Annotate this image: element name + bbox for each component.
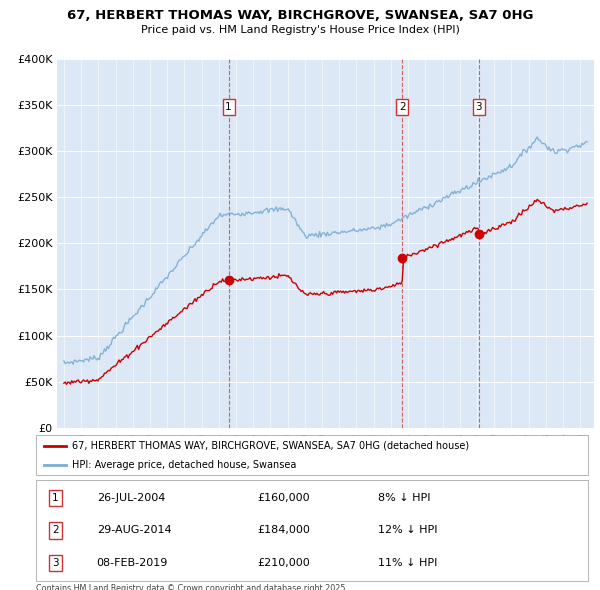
Text: £184,000: £184,000 (257, 526, 310, 535)
Text: 12% ↓ HPI: 12% ↓ HPI (378, 526, 438, 535)
Text: 29-AUG-2014: 29-AUG-2014 (97, 526, 172, 535)
Text: 1: 1 (225, 102, 232, 112)
Text: Contains HM Land Registry data © Crown copyright and database right 2025.
This d: Contains HM Land Registry data © Crown c… (36, 584, 348, 590)
Text: 08-FEB-2019: 08-FEB-2019 (97, 558, 168, 568)
FancyBboxPatch shape (36, 480, 588, 581)
Text: 3: 3 (52, 558, 59, 568)
Text: 2: 2 (399, 102, 406, 112)
Text: Price paid vs. HM Land Registry's House Price Index (HPI): Price paid vs. HM Land Registry's House … (140, 25, 460, 35)
Text: 1: 1 (52, 493, 59, 503)
Text: 3: 3 (476, 102, 482, 112)
Text: 2: 2 (52, 526, 59, 535)
Text: 67, HERBERT THOMAS WAY, BIRCHGROVE, SWANSEA, SA7 0HG (detached house): 67, HERBERT THOMAS WAY, BIRCHGROVE, SWAN… (72, 441, 469, 451)
FancyBboxPatch shape (36, 435, 588, 475)
Text: HPI: Average price, detached house, Swansea: HPI: Average price, detached house, Swan… (72, 460, 296, 470)
Text: 8% ↓ HPI: 8% ↓ HPI (378, 493, 431, 503)
Text: 26-JUL-2004: 26-JUL-2004 (97, 493, 165, 503)
Text: 11% ↓ HPI: 11% ↓ HPI (378, 558, 437, 568)
Text: £210,000: £210,000 (257, 558, 310, 568)
Text: 67, HERBERT THOMAS WAY, BIRCHGROVE, SWANSEA, SA7 0HG: 67, HERBERT THOMAS WAY, BIRCHGROVE, SWAN… (67, 9, 533, 22)
Text: £160,000: £160,000 (257, 493, 310, 503)
